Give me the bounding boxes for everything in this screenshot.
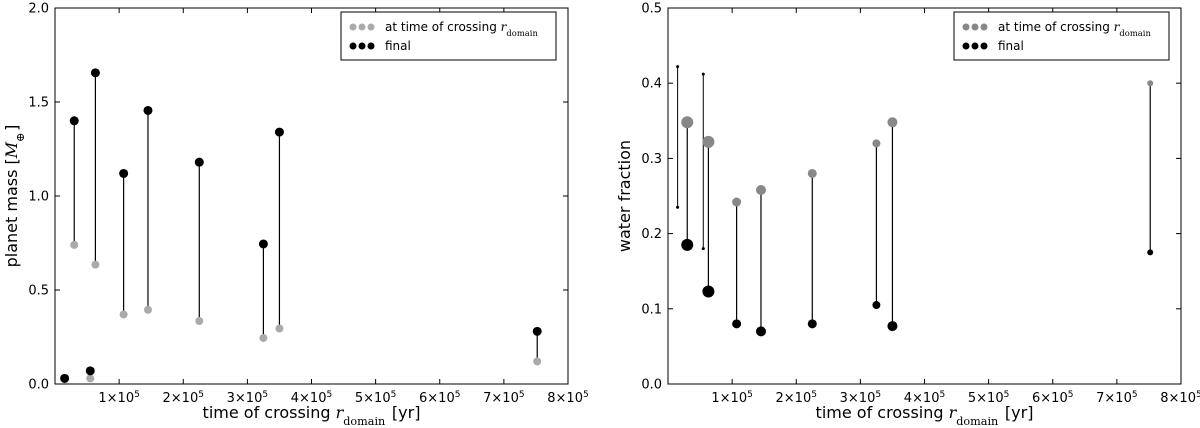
legend-marker xyxy=(349,42,357,50)
point-final xyxy=(807,319,817,329)
point-final xyxy=(702,285,715,298)
point-final xyxy=(60,373,70,383)
point-final xyxy=(90,68,100,78)
point-final xyxy=(532,326,542,336)
point-final xyxy=(887,321,898,332)
legend-marker xyxy=(367,42,375,50)
y-tick-label: 0.3 xyxy=(641,152,662,167)
y-tick-label: 0.4 xyxy=(641,77,662,92)
point-final xyxy=(701,247,705,251)
legend-marker xyxy=(962,42,970,50)
x-tick-label: 1×105 xyxy=(711,390,752,406)
panel-water-fraction: 1×105 2×105 3×105 4×105 5×105 6×105 7×105 8×105… xyxy=(615,2,1200,428)
x-tick-label: 6×105 xyxy=(419,390,460,406)
y-tick-label: 0.0 xyxy=(28,378,49,393)
x-axis-label: time of crossing rdomain [yr] xyxy=(203,403,421,428)
legend-marker xyxy=(367,23,375,31)
x-tick-label: 3×105 xyxy=(840,390,881,406)
x-tick-label: 4×105 xyxy=(904,390,945,406)
x-tick-label: 2×105 xyxy=(163,390,204,406)
point-initial xyxy=(86,374,95,383)
point-initial xyxy=(1147,80,1154,87)
point-final xyxy=(143,105,153,115)
panel-planet-mass: 1×105 2×105 3×105 4×105 5×105 6×105 7×105 8×105… xyxy=(2,2,589,428)
x-tick-label: 5×105 xyxy=(355,390,396,406)
point-initial xyxy=(143,305,152,314)
x-tick-label: 8×105 xyxy=(547,390,588,406)
point-final xyxy=(85,366,95,376)
legend-label: at time of crossing rdomain xyxy=(998,20,1152,38)
legend-label: final xyxy=(998,39,1024,53)
y-tick-label: 1.0 xyxy=(28,190,49,205)
y-tick-label: 0.0 xyxy=(641,378,662,393)
point-initial xyxy=(259,333,268,342)
point-final xyxy=(755,326,766,337)
point-final xyxy=(872,301,881,310)
point-final xyxy=(274,127,284,137)
y-tick-label: 1.5 xyxy=(28,96,49,111)
point-initial xyxy=(887,117,898,128)
point-final xyxy=(194,157,204,167)
x-tick-label: 4×105 xyxy=(291,390,332,406)
point-initial xyxy=(91,260,100,269)
point-final xyxy=(681,238,694,251)
error-bar-cap xyxy=(676,65,680,69)
point-initial xyxy=(275,324,284,333)
y-tick-label: 0.2 xyxy=(641,227,662,242)
legend-marker xyxy=(349,23,357,31)
y-tick-label: 2.0 xyxy=(28,2,49,17)
point-final xyxy=(258,239,268,249)
x-tick-label: 5×105 xyxy=(968,390,1009,406)
point-initial xyxy=(70,240,79,249)
error-bar-cap xyxy=(701,72,705,76)
point-initial xyxy=(119,310,128,319)
point-final xyxy=(69,116,79,126)
legend-marker xyxy=(971,42,979,50)
point-final xyxy=(119,168,129,178)
y-tick-label: 0.5 xyxy=(28,284,49,299)
legend-box xyxy=(953,11,1170,61)
legend-marker xyxy=(358,42,366,50)
x-axis-label: time of crossing rdomain [yr] xyxy=(816,403,1034,428)
x-tick-label: 1×105 xyxy=(98,390,139,406)
legend-marker xyxy=(980,23,988,31)
legend-marker xyxy=(971,23,979,31)
point-initial xyxy=(807,168,817,178)
x-tick-label: 8×105 xyxy=(1160,390,1200,406)
legend-box xyxy=(340,11,557,61)
y-axis-label: planet mass [M⊕ ] xyxy=(2,125,27,268)
point-initial xyxy=(195,317,204,326)
point-final xyxy=(676,205,680,209)
legend-marker xyxy=(962,23,970,31)
x-tick-label: 6×105 xyxy=(1032,390,1073,406)
legend-marker xyxy=(980,42,988,50)
y-axis-label: water fraction xyxy=(615,140,634,252)
axes-frame xyxy=(667,7,1182,385)
legend-label: at time of crossing rdomain xyxy=(385,20,539,38)
point-final xyxy=(1147,249,1154,256)
y-tick-label: 0.1 xyxy=(641,302,662,317)
axes-frame xyxy=(54,7,569,385)
point-initial xyxy=(702,135,715,148)
x-tick-label: 2×105 xyxy=(776,390,817,406)
point-initial xyxy=(732,197,742,207)
point-initial xyxy=(872,139,881,148)
y-tick-label: 0.5 xyxy=(641,2,662,17)
legend-marker xyxy=(358,23,366,31)
legend-label: final xyxy=(385,39,411,53)
x-tick-label: 7×105 xyxy=(483,390,524,406)
point-initial xyxy=(755,184,766,195)
point-initial xyxy=(681,116,694,129)
point-initial xyxy=(533,357,542,366)
point-final xyxy=(732,319,742,329)
x-tick-label: 3×105 xyxy=(227,390,268,406)
x-tick-label: 7×105 xyxy=(1096,390,1137,406)
